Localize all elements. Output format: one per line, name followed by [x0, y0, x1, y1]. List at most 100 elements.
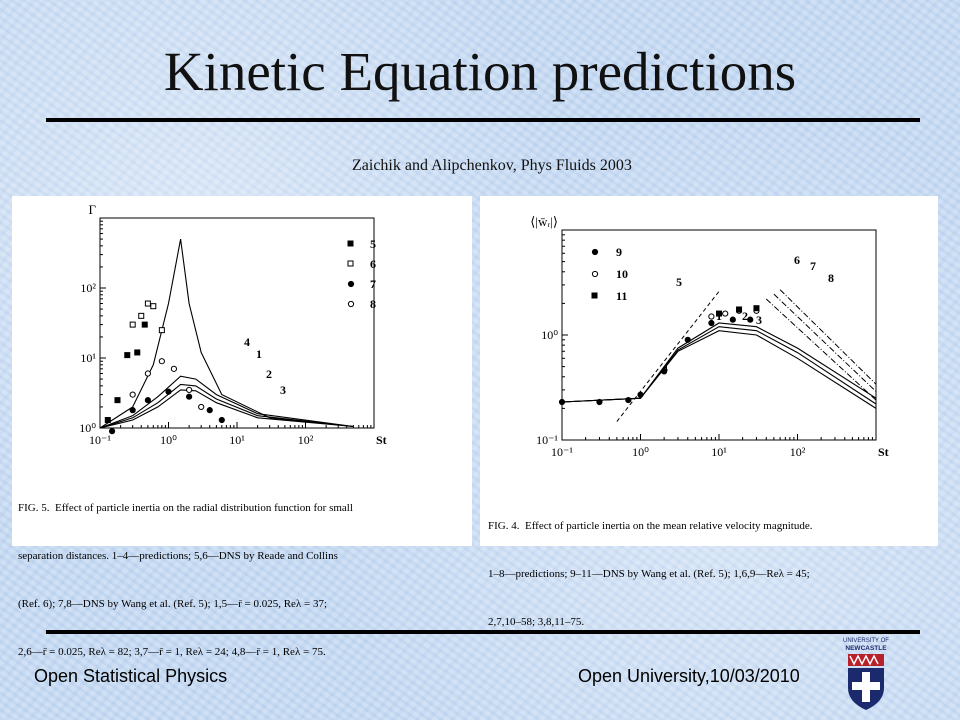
series-line-3	[561, 322, 877, 403]
x-tick-label: 10⁰	[160, 433, 177, 447]
caption-line: separation distances. 1–4—predictions; 5…	[18, 550, 338, 562]
x-axis-label: St	[878, 445, 889, 459]
data-point-7	[186, 393, 193, 400]
data-point-9	[708, 319, 715, 327]
x-tick-label: 10⁻¹	[89, 433, 111, 447]
data-point-11	[716, 310, 722, 317]
title-divider	[46, 118, 920, 122]
legend-marker	[347, 260, 354, 267]
asymptote-line-8	[779, 289, 877, 385]
data-point-6	[150, 303, 157, 310]
data-point-9	[637, 391, 644, 398]
series-line-1	[99, 375, 354, 429]
legend-marker	[347, 300, 355, 308]
svg-text:UNIVERSITY OF: UNIVERSITY OF	[843, 638, 889, 644]
curve-label: 4	[662, 361, 668, 375]
data-point-9	[596, 398, 603, 406]
data-point-11	[753, 305, 760, 312]
data-point-6	[138, 312, 145, 319]
curve-label: 3	[756, 313, 762, 327]
legend-label: 8	[370, 297, 376, 311]
data-point-8	[186, 386, 193, 394]
data-point-9	[625, 396, 632, 404]
data-point-8	[144, 370, 151, 377]
data-point-10	[708, 313, 715, 320]
legend-label: 5	[370, 237, 376, 251]
figure-left: 10⁻¹ 10⁰ 10¹ 10² St 10⁰ 10¹ 10² Γ 5 6 7 8 4 1 2 3 FIG. 5…	[12, 196, 472, 658]
curve-label: 4	[244, 335, 250, 349]
x-tick-label: 10²	[790, 445, 806, 459]
data-point-8	[198, 403, 205, 411]
data-point-5	[124, 352, 131, 359]
data-point-6	[158, 327, 165, 334]
data-point-9	[684, 336, 691, 343]
data-point-7	[108, 428, 116, 435]
data-point-7	[206, 407, 213, 414]
footer-divider	[46, 630, 920, 634]
legend-label: 9	[616, 245, 622, 259]
data-point-10	[722, 310, 729, 317]
x-tick-label: 10⁻¹	[551, 445, 573, 459]
legend-label: 11	[616, 289, 627, 303]
caption-line: (Ref. 6); 7,8—DNS by Wang et al. (Ref. 5…	[18, 598, 328, 610]
figure-left-caption: FIG. 5. Effect of particle inertia on th…	[18, 468, 353, 692]
figure-right: 10⁻¹ 10⁰ 10¹ 10² St 10⁻¹ 10⁰ ⟨|w̄ᵣ|⟩ 9 10 11 5 1 2 3 4 6…	[480, 196, 938, 628]
data-point-9	[558, 398, 566, 406]
legend-marker	[591, 248, 599, 256]
data-point-8	[170, 365, 178, 372]
y-axis-label: Γ	[88, 202, 96, 217]
caption-line: FIG. 5. Effect of particle inertia on th…	[18, 502, 353, 514]
data-point-6	[144, 300, 151, 307]
caption-line: 2,7,10–58; 3,8,11–75.	[488, 616, 585, 628]
asymptote-line-6	[765, 298, 877, 401]
curve-label: 1	[716, 309, 722, 323]
data-point-8	[158, 358, 165, 365]
y-tick-label: 10¹	[80, 351, 96, 365]
series-line-1	[561, 330, 877, 409]
data-point-9	[747, 316, 754, 323]
asymptote-line-5	[616, 291, 720, 422]
x-tick-label: 10¹	[711, 445, 727, 459]
plot-frame	[99, 217, 375, 429]
legend-marker	[591, 292, 598, 299]
series-line-2	[99, 383, 354, 429]
data-point-7	[165, 388, 172, 395]
y-tick-label: 10⁻¹	[536, 433, 558, 447]
footer-right-text: Open University,10/03/2010	[578, 666, 800, 686]
x-tick-label: 10¹	[229, 433, 245, 447]
data-point-5	[104, 417, 111, 424]
caption-line: FIG. 4. Effect of particle inertia on th…	[488, 520, 813, 532]
plot-frame	[561, 229, 877, 441]
curve-label: 1	[256, 347, 262, 361]
caption-line: 2,6—r̄ = 0.025, Reλ = 82; 3,7—r̄ = 1, Re…	[18, 646, 326, 658]
curve-label: 2	[742, 309, 748, 323]
series-line-4	[99, 238, 354, 429]
asymptote-line-7	[773, 293, 877, 392]
data-point-7	[129, 407, 136, 414]
data-point-7	[218, 416, 225, 424]
legend-marker	[591, 270, 599, 278]
data-point-9	[729, 316, 736, 323]
y-tick-label: 10²	[80, 281, 96, 295]
curve-label: 8	[828, 271, 834, 285]
curve-label: 5	[676, 275, 682, 289]
legend-label: 6	[370, 257, 376, 271]
data-point-5	[114, 397, 121, 404]
data-point-9	[661, 368, 668, 375]
figure-right-caption: FIG. 4. Effect of particle inertia on th…	[488, 486, 812, 662]
legend-marker	[347, 280, 355, 288]
curve-label: 3	[280, 383, 286, 397]
data-point-11	[736, 306, 743, 313]
curve-label: 7	[810, 259, 816, 273]
data-point-5	[141, 321, 148, 328]
caption-line: 1–8—predictions; 9–11—DNS by Wang et al.…	[488, 568, 810, 580]
slide-title: Kinetic Equation predictions	[163, 41, 797, 102]
x-axis-label: St	[376, 433, 387, 447]
y-tick-label: 10⁰	[79, 421, 96, 435]
data-point-5	[134, 349, 141, 356]
x-tick-label: 10²	[298, 433, 314, 447]
y-tick-label: 10⁰	[541, 328, 558, 342]
data-point-7	[144, 397, 151, 404]
data-point-8	[129, 391, 136, 398]
